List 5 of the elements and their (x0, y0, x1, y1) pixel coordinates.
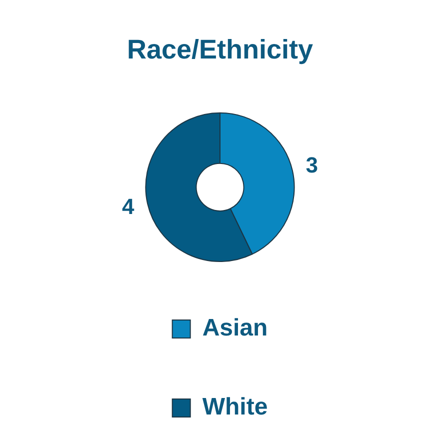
data-label: 3 (306, 152, 318, 178)
legend-label: Asian (202, 314, 268, 342)
legend-label: White (202, 394, 268, 421)
data-label: 4 (122, 194, 135, 220)
chart-title: Race/Ethnicity (126, 34, 314, 65)
